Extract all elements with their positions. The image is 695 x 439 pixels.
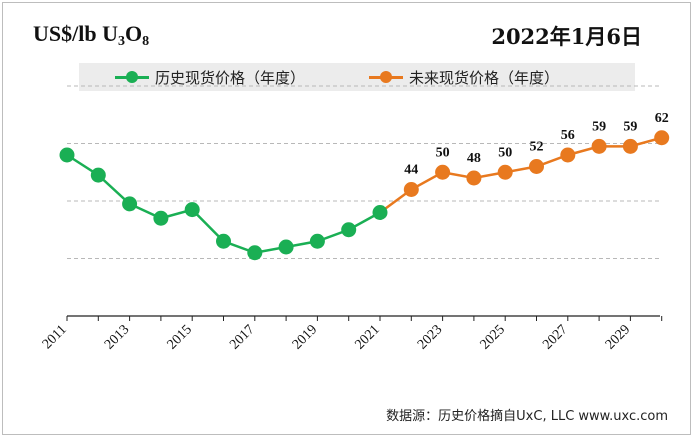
forecast-data-point xyxy=(654,130,670,146)
legend-dot-historical xyxy=(126,71,138,83)
historical-data-point xyxy=(341,222,357,238)
historical-data-point xyxy=(153,210,169,226)
legend-swatch-historical xyxy=(115,67,149,87)
legend-item-historical: 历史现货价格（年度） xyxy=(115,67,305,87)
data-label: 44 xyxy=(404,163,418,178)
historical-data-point xyxy=(122,196,138,212)
unit-label: US$/lb U3O8 xyxy=(33,21,150,49)
x-tick-label: 2021 xyxy=(352,322,382,352)
data-label: 50 xyxy=(498,145,512,160)
historical-data-point xyxy=(309,233,325,249)
legend-swatch-forecast xyxy=(369,67,403,87)
x-tick-label: 2025 xyxy=(478,322,508,352)
x-tick-label: 2019 xyxy=(290,322,320,352)
x-tick-label: 2023 xyxy=(415,322,445,352)
forecast-data-point xyxy=(591,138,607,154)
data-label: 59 xyxy=(592,119,606,134)
historical-data-point xyxy=(278,239,294,255)
forecast-data-point xyxy=(622,138,638,154)
forecast-data-point xyxy=(466,170,482,186)
data-label: 52 xyxy=(530,140,544,155)
historical-data-point xyxy=(184,202,200,218)
forecast-data-point xyxy=(435,164,451,180)
data-label: 50 xyxy=(436,145,450,160)
x-tick-label: 2015 xyxy=(165,322,195,352)
forecast-data-point xyxy=(529,159,544,174)
data-label: 56 xyxy=(561,128,575,143)
forecast-data-point xyxy=(403,182,419,197)
x-tick-label: 2027 xyxy=(540,322,570,352)
source-note: 数据源：历史价格摘自UxC, LLC www.uxc.com xyxy=(386,409,668,424)
x-tick-label: 2029 xyxy=(603,322,633,352)
legend-item-forecast: 未来现货价格（年度） xyxy=(369,67,559,87)
data-label: 62 xyxy=(655,111,669,126)
forecast-series-line xyxy=(379,136,663,214)
historical-data-point xyxy=(90,167,106,183)
data-label: 59 xyxy=(623,119,637,134)
legend-label-forecast: 未来现货价格（年度） xyxy=(409,68,560,87)
forecast-data-point xyxy=(560,147,576,163)
data-label: 48 xyxy=(467,151,481,166)
x-tick-label: 2011 xyxy=(40,322,70,352)
historical-data-point xyxy=(216,233,231,249)
historical-data-point xyxy=(372,205,388,220)
legend: 历史现货价格（年度） 未来现货价格（年度） xyxy=(79,63,635,91)
legend-dot-forecast xyxy=(380,71,392,83)
x-tick-label: 2013 xyxy=(102,322,132,352)
date-label: 2022年1月6日 xyxy=(491,24,642,49)
historical-data-point xyxy=(59,147,75,163)
historical-data-point xyxy=(247,245,263,261)
x-tick-label: 2017 xyxy=(227,322,257,352)
forecast-data-point xyxy=(497,164,513,180)
chart-frame: US$/lb U3O8 2022年1月6日 历史现货价格（年度） 未来现货价格（… xyxy=(2,2,691,435)
legend-label-historical: 历史现货价格（年度） xyxy=(155,68,306,87)
